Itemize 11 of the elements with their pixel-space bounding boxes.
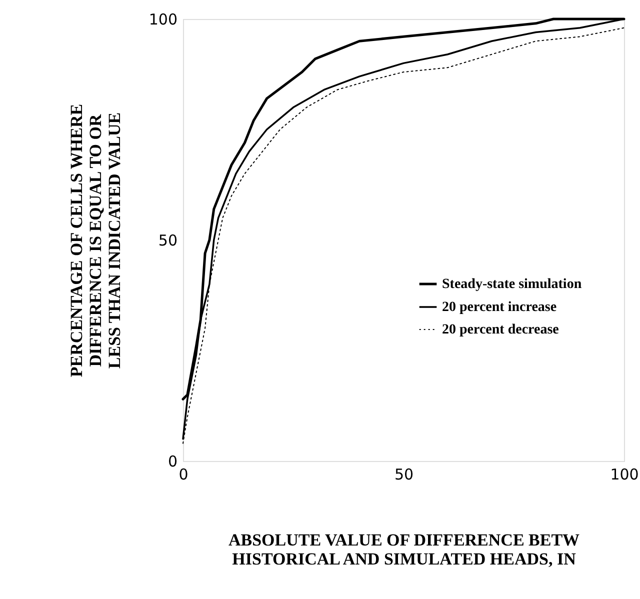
x-axis-title: ABSOLUTE VALUE OF DIFFERENCE BETW HISTORICAL AND SIMULATED HEADS, IN	[228, 530, 580, 568]
legend-label: Steady-state simulation	[442, 277, 582, 292]
y-tick-label: 0	[168, 452, 178, 470]
y-axis-title: PERCENTAGE OF CELLS WHERE DIFFERENCE IS EQUAL TO OR LESS THAN INDICATED VALUE	[66, 104, 124, 378]
y-tick-label: 100	[148, 10, 178, 28]
x-tick-label: 50	[394, 466, 414, 484]
x-tick-label: 100	[610, 466, 639, 484]
legend-label: 20 percent increase	[442, 300, 557, 315]
x-tick-label: 0	[178, 466, 188, 484]
legend-label: 20 percent decrease	[442, 322, 559, 338]
y-tick-label: 50	[158, 232, 178, 250]
